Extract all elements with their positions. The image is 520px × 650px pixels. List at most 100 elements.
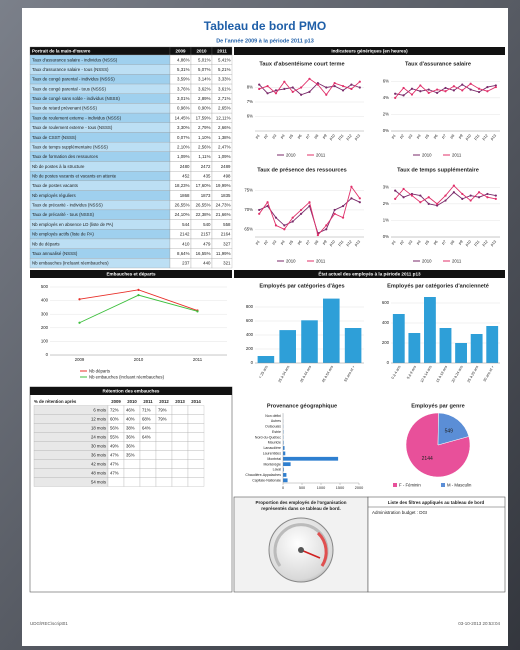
- point: [495, 198, 497, 200]
- point: [342, 205, 344, 207]
- point: [350, 197, 352, 199]
- table-label: Nb employés en absence LD (liste de PA): [32, 222, 114, 227]
- point: [334, 209, 336, 211]
- point: [258, 84, 260, 86]
- point: [292, 91, 294, 93]
- point: [394, 97, 396, 99]
- retention-value: 79%: [158, 416, 167, 421]
- point: [419, 84, 421, 86]
- table-value: 440: [203, 261, 211, 266]
- table-label: Taux d'assurance salaire - tous (NSSS): [32, 67, 109, 72]
- y-tick-label: 100: [41, 339, 49, 344]
- table-label: Taux de temps supplémentaire (NSSS): [32, 144, 108, 149]
- retention-label: 24 mois: [91, 434, 106, 439]
- point: [478, 191, 480, 193]
- table-value: 498: [223, 173, 231, 178]
- table-label: Taux annualisé (NSSS): [32, 251, 78, 256]
- point: [428, 196, 430, 198]
- retention-cell: [108, 478, 124, 487]
- point: [444, 194, 446, 196]
- bar: [408, 333, 420, 363]
- section-title: État actuel des employés à la période 20…: [318, 269, 421, 276]
- retention-cell: [188, 424, 204, 433]
- legend-label: 2011: [452, 152, 462, 157]
- bar: [283, 457, 338, 461]
- point: [78, 298, 80, 300]
- title: Tableau de bord PMO: [204, 19, 326, 33]
- table-value: 3,33%: [218, 77, 231, 82]
- retention-value: 47%: [110, 461, 119, 466]
- point: [394, 198, 396, 200]
- table-value: 8,64%: [177, 251, 190, 256]
- chart-title: Provenance géographique: [267, 403, 337, 409]
- legend-label: M - Masculin: [447, 482, 472, 487]
- point: [486, 90, 488, 92]
- table-label: Nb embauches (incluant réembauches): [32, 261, 109, 266]
- bar: [283, 462, 291, 466]
- point: [486, 86, 488, 88]
- table-label: Taux de congé parental - individus (NSSS…: [32, 77, 115, 82]
- y-tick-label: 500: [41, 284, 49, 289]
- slice-label: 549: [445, 428, 454, 434]
- legend-swatch: [441, 483, 445, 487]
- legend-label: 2011: [316, 152, 326, 157]
- table-value: 0,07%: [177, 135, 190, 140]
- point: [428, 92, 430, 94]
- point: [258, 209, 260, 211]
- table-value: 321: [223, 261, 231, 266]
- retention-value: 38%: [126, 425, 135, 430]
- table-value: 544: [182, 222, 190, 227]
- table-value: 17,59%: [196, 115, 211, 120]
- retention-label: 42 mois: [91, 461, 106, 466]
- point: [308, 78, 310, 80]
- y-tick-label: 600: [382, 300, 390, 305]
- retention-label: 48 mois: [91, 470, 106, 475]
- retention-value: 35%: [126, 452, 135, 457]
- point: [266, 201, 268, 203]
- point: [470, 194, 472, 196]
- retention-cell: [156, 442, 172, 451]
- y-tick-label: Non défini: [265, 414, 281, 418]
- table-value: 12,11%: [216, 115, 231, 120]
- y-tick-label: 1%: [383, 218, 389, 223]
- y-tick-label: Estrie: [272, 430, 281, 434]
- table-value: 2,79%: [198, 125, 211, 130]
- point: [428, 88, 430, 90]
- bar: [471, 334, 483, 363]
- y-tick-label: 2%: [383, 112, 389, 117]
- table-value: 24,73%: [216, 203, 231, 208]
- gauge-hub: [298, 547, 304, 553]
- table-label: Taux de roulement externe - tous (NSSS): [32, 125, 113, 130]
- retention-header: 2013: [175, 399, 185, 404]
- retention-cell: [172, 424, 188, 433]
- point: [359, 201, 361, 203]
- retention-cell: [124, 460, 140, 469]
- table-label: Taux de roulement externe - individus (N…: [32, 115, 122, 120]
- bar: [283, 478, 288, 482]
- x-tick-label: 0: [282, 486, 284, 490]
- point: [292, 86, 294, 88]
- retention-cell: [188, 442, 204, 451]
- gauge-title: Proportion des employés de l'organisatio…: [255, 500, 346, 505]
- retention-cell: [172, 478, 188, 487]
- bar: [283, 452, 285, 456]
- y-tick-label: 200: [246, 346, 254, 351]
- legend-label: 2010: [422, 258, 432, 263]
- retention-cell: [172, 415, 188, 424]
- retention-cell: [140, 478, 156, 487]
- table-value: 5,41%: [218, 57, 231, 62]
- point: [317, 234, 319, 236]
- table-label: Taux de congé parental - tous (NSSS): [32, 86, 106, 91]
- point: [350, 88, 352, 90]
- retention-label: 18 mois: [91, 425, 106, 430]
- table-value: 540: [203, 222, 211, 227]
- retention-header: 2011: [143, 399, 153, 404]
- point: [436, 88, 438, 90]
- point: [283, 224, 285, 226]
- retention-cell: [140, 451, 156, 460]
- retention-header: % de rétention après: [34, 399, 77, 404]
- point: [402, 87, 404, 89]
- point: [137, 294, 139, 296]
- chart-title: Taux de temps supplémentaire: [397, 167, 479, 173]
- gauge-title: représentés dans ce tableau de bord.: [261, 506, 341, 511]
